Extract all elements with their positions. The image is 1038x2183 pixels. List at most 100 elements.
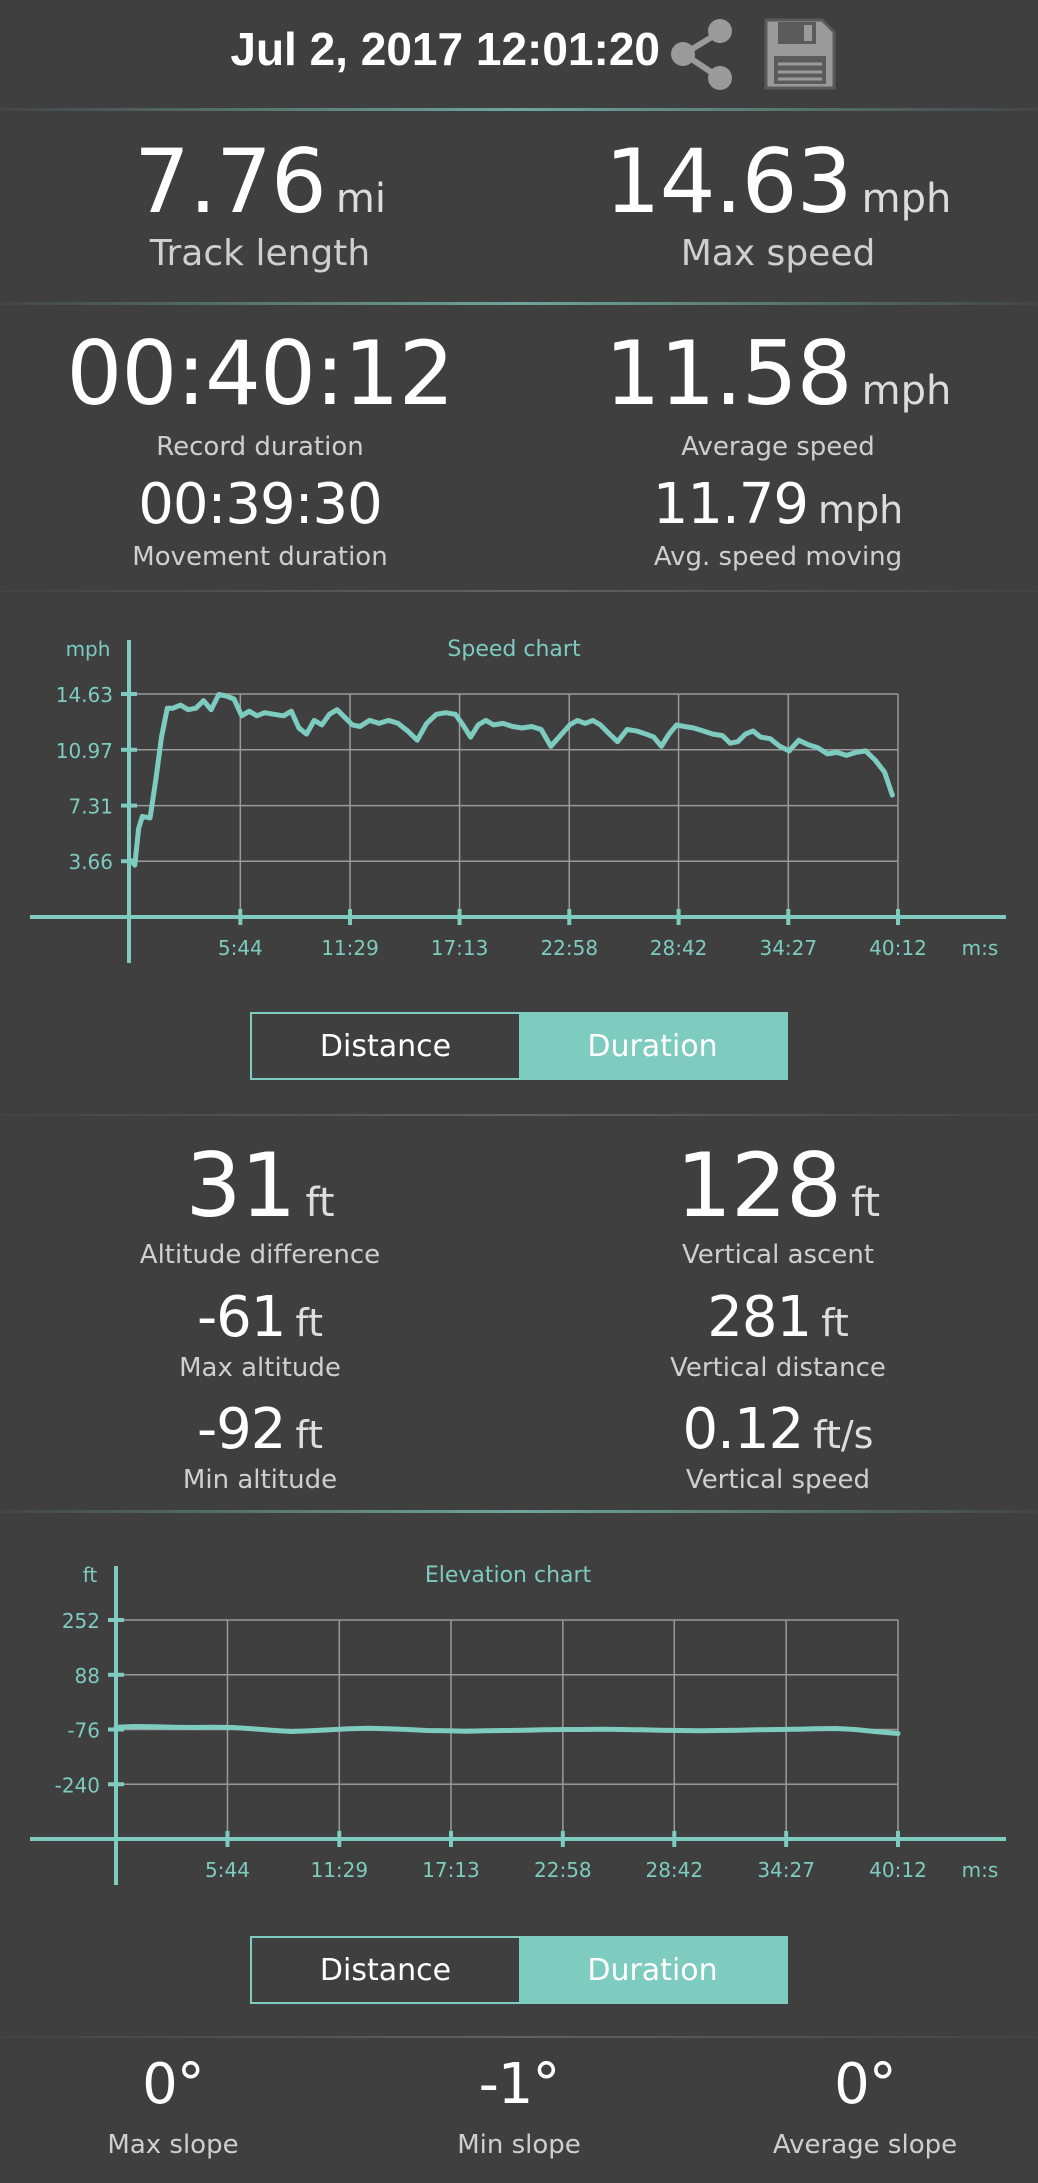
chart-divider bbox=[0, 1114, 1038, 1116]
stats-divider bbox=[0, 590, 1038, 592]
x-tick-label: 22:58 bbox=[540, 936, 598, 960]
vertical-speed-value: 0.12 bbox=[682, 1397, 805, 1462]
x-tick-label: 17:13 bbox=[431, 936, 489, 960]
max-altitude-label: Max altitude bbox=[179, 1353, 341, 1383]
x-tick-label: 5:44 bbox=[205, 1858, 250, 1882]
track-length-value: 7.76 bbox=[133, 130, 327, 233]
x-tick-label: 11:29 bbox=[310, 1858, 368, 1882]
movement-duration-label: Movement duration bbox=[132, 542, 388, 572]
series-line bbox=[128, 692, 895, 868]
y-tick-label: 3.66 bbox=[68, 850, 113, 874]
movement-duration-value: 00:39:30 bbox=[138, 472, 383, 537]
x-axis-label: m:s bbox=[962, 936, 999, 960]
altitude-difference-unit: ft bbox=[305, 1180, 335, 1226]
record-duration-value: 00:40:12 bbox=[66, 322, 454, 425]
vertical-speed-stat: 0.12 ft/s Vertical speed bbox=[518, 1399, 1038, 1497]
y-tick-label: 252 bbox=[62, 1609, 100, 1633]
min-slope-stat: -1° Min slope bbox=[346, 2054, 692, 2162]
x-tick-label: 28:42 bbox=[645, 1858, 703, 1882]
average-slope-stat: 0° Average slope bbox=[692, 2054, 1038, 2162]
elevation-toggle-duration[interactable]: Duration bbox=[519, 1938, 786, 2002]
y-tick-label: 88 bbox=[75, 1664, 100, 1688]
page-title: Jul 2, 2017 12:01:20 bbox=[230, 23, 660, 75]
elevation-toggle-distance[interactable]: Distance bbox=[319, 1952, 452, 1988]
vertical-ascent-label: Vertical ascent bbox=[681, 1240, 875, 1270]
chart-title: Elevation chart bbox=[425, 1563, 592, 1588]
average-speed-unit: mph bbox=[861, 368, 952, 414]
vertical-ascent-stat: 128 ft Vertical ascent bbox=[518, 1138, 1038, 1272]
y-axis-label: ft bbox=[83, 1563, 98, 1587]
x-tick-label: 34:27 bbox=[757, 1858, 815, 1882]
vertical-distance-label: Vertical distance bbox=[670, 1353, 886, 1383]
slope-divider bbox=[0, 2036, 1038, 2038]
vertical-speed-label: Vertical speed bbox=[685, 1465, 871, 1495]
vertical-speed-unit: ft/s bbox=[813, 1413, 874, 1457]
max-slope-stat: 0° Max slope bbox=[0, 2054, 346, 2162]
header-divider bbox=[0, 108, 1038, 111]
altitude-difference-value: 31 bbox=[185, 1134, 296, 1237]
elevation-chart: Elevation chart ft 252 88 -76 -240 5:44 11:29 17… bbox=[30, 1563, 1006, 1885]
y-tick-label: 14.63 bbox=[56, 683, 113, 707]
x-axis-label: m:s bbox=[962, 1858, 999, 1882]
max-speed-label: Max speed bbox=[680, 233, 876, 274]
avg-speed-moving-unit: mph bbox=[818, 488, 904, 532]
vertical-ascent-unit: ft bbox=[850, 1180, 881, 1226]
record-duration-stat: 00:40:12 Record duration bbox=[0, 326, 520, 466]
speed-toggle-duration[interactable]: Duration bbox=[519, 1014, 786, 1078]
speed-toggle-distance[interactable]: Distance bbox=[319, 1028, 452, 1064]
y-tick-label: -240 bbox=[55, 1773, 100, 1797]
x-tick-label: 22:58 bbox=[534, 1858, 592, 1882]
max-speed-unit: mph bbox=[861, 176, 952, 222]
elevation-chart-toggle: Distance Duration bbox=[250, 1936, 788, 2004]
average-speed-stat: 11.58 mph Average speed bbox=[518, 326, 1038, 466]
max-speed-stat: 14.63 mph Max speed bbox=[518, 134, 1038, 276]
movement-duration-stat: 00:39:30 Movement duration bbox=[0, 474, 520, 574]
x-tick-label: 28:42 bbox=[650, 936, 708, 960]
track-length-stat: 7.76 mi Track length bbox=[0, 134, 520, 276]
x-tick-label: 40:12 bbox=[869, 936, 927, 960]
vertical-distance-value: 281 bbox=[707, 1285, 812, 1350]
y-tick-label: -76 bbox=[67, 1719, 100, 1743]
summary-divider bbox=[0, 302, 1038, 305]
max-slope-value: 0° bbox=[142, 2052, 205, 2117]
min-altitude-value: -92 bbox=[196, 1397, 286, 1462]
vertical-distance-stat: 281 ft Vertical distance bbox=[518, 1287, 1038, 1385]
save-button[interactable] bbox=[762, 16, 838, 92]
speed-chart-toggle: Distance Duration bbox=[250, 1012, 788, 1080]
altitude-difference-stat: 31 ft Altitude difference bbox=[0, 1138, 520, 1272]
altitude-divider bbox=[0, 1510, 1038, 1513]
track-length-unit: mi bbox=[335, 176, 386, 222]
y-tick-label: 10.97 bbox=[56, 739, 113, 763]
max-altitude-value: -61 bbox=[196, 1285, 286, 1350]
min-altitude-label: Min altitude bbox=[182, 1465, 338, 1495]
floppy-disk-icon bbox=[764, 18, 836, 90]
x-tick-label: 34:27 bbox=[759, 936, 817, 960]
average-speed-value: 11.58 bbox=[604, 322, 853, 425]
x-tick-label: 11:29 bbox=[321, 936, 379, 960]
y-tick-label: 7.31 bbox=[68, 795, 113, 819]
min-altitude-unit: ft bbox=[295, 1413, 324, 1457]
vertical-distance-unit: ft bbox=[821, 1301, 849, 1345]
avg-speed-moving-label: Avg. speed moving bbox=[653, 542, 903, 572]
altitude-difference-label: Altitude difference bbox=[139, 1240, 381, 1270]
max-altitude-stat: -61 ft Max altitude bbox=[0, 1287, 520, 1385]
speed-chart: Speed chart mph 14.63 10.97 7.31 3.66 5:44 11:2… bbox=[30, 637, 1006, 963]
y-axis-label: mph bbox=[66, 637, 111, 661]
avg-speed-moving-stat: 11.79 mph Avg. speed moving bbox=[518, 474, 1038, 574]
record-duration-label: Record duration bbox=[156, 432, 364, 462]
min-slope-label: Min slope bbox=[457, 2130, 581, 2160]
share-button[interactable] bbox=[664, 16, 740, 92]
series-line bbox=[113, 1724, 901, 1736]
x-tick-label: 40:12 bbox=[869, 1858, 927, 1882]
share-icon bbox=[671, 19, 732, 90]
vertical-ascent-value: 128 bbox=[675, 1134, 842, 1237]
track-length-label: Track length bbox=[149, 233, 371, 274]
x-tick-label: 17:13 bbox=[422, 1858, 480, 1882]
max-speed-value: 14.63 bbox=[604, 130, 853, 233]
min-altitude-stat: -92 ft Min altitude bbox=[0, 1399, 520, 1497]
min-slope-value: -1° bbox=[478, 2052, 561, 2117]
average-slope-label: Average slope bbox=[772, 2130, 958, 2160]
x-tick-label: 5:44 bbox=[218, 936, 263, 960]
average-slope-value: 0° bbox=[834, 2052, 897, 2117]
avg-speed-moving-value: 11.79 bbox=[652, 472, 809, 537]
